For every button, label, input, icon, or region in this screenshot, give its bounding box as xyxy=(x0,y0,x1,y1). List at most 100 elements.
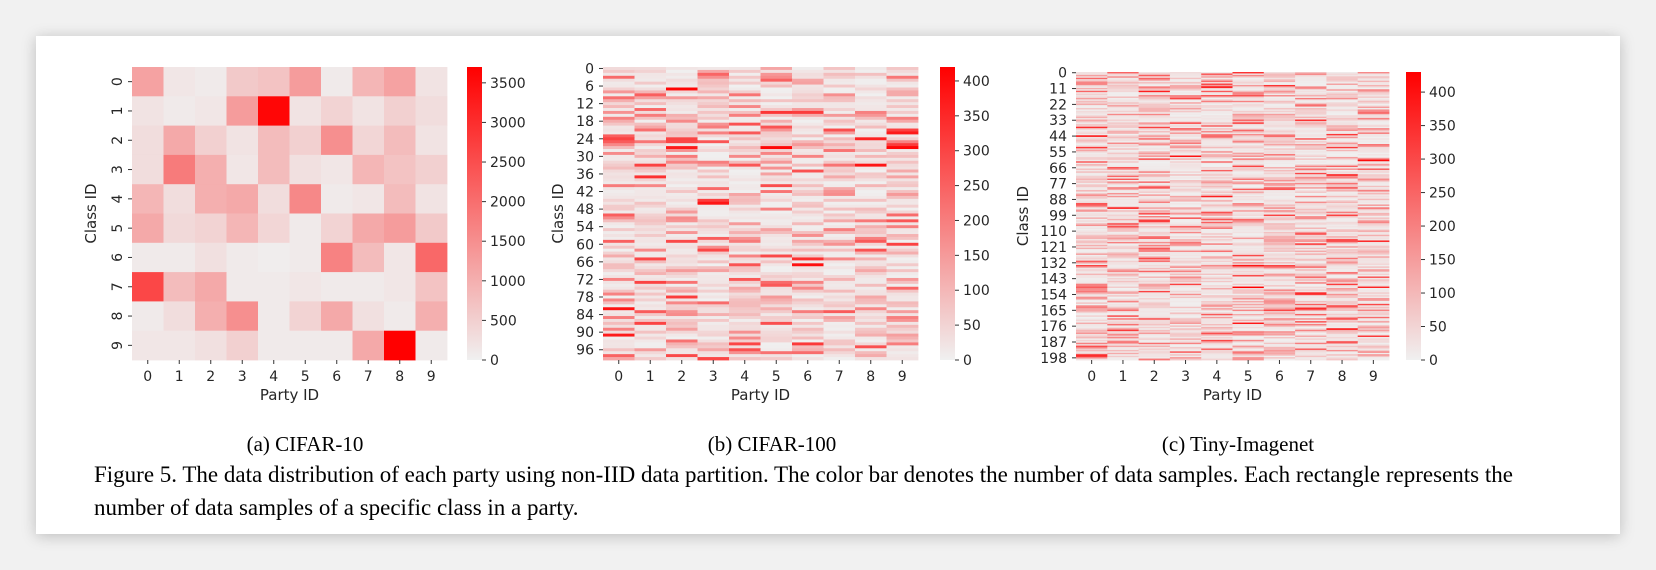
heatmap-cell xyxy=(1107,308,1139,310)
heatmap-cell xyxy=(1263,113,1296,116)
heatmap-cell xyxy=(1169,305,1202,308)
heatmap-cell xyxy=(1295,354,1327,357)
heatmap-cell xyxy=(1295,332,1327,335)
heatmap-cell xyxy=(1076,139,1108,142)
heatmap-cell xyxy=(1263,239,1296,241)
heatmap-cell xyxy=(1201,322,1233,325)
heatmap-cell xyxy=(1138,194,1171,197)
heatmap-cell xyxy=(760,295,793,299)
heatmap-cell xyxy=(1357,198,1390,201)
heatmap-cell xyxy=(1326,162,1359,165)
heatmap-cell xyxy=(1295,74,1327,77)
heatmap-cell xyxy=(666,289,698,294)
heatmap-cell xyxy=(1295,145,1327,148)
heatmap-cell xyxy=(603,102,635,106)
heatmap-cell xyxy=(1107,303,1139,306)
heatmap-cell xyxy=(729,248,761,252)
heatmap-cell xyxy=(1232,122,1265,125)
heatmap-cell xyxy=(321,96,353,126)
heatmap-cell xyxy=(1295,244,1327,247)
heatmap-cell xyxy=(1138,184,1171,187)
heatmap-cell xyxy=(1076,165,1108,168)
heatmap-cell xyxy=(823,239,856,244)
heatmap-cell xyxy=(1169,195,1202,198)
heatmap-cell xyxy=(1138,328,1171,331)
heatmap-cell xyxy=(697,236,730,241)
heatmap-cell xyxy=(603,69,635,74)
heatmap-cell xyxy=(1107,195,1139,198)
heatmap-cell xyxy=(1107,139,1139,142)
heatmap-cell xyxy=(1107,83,1139,86)
heatmap-cell xyxy=(1263,184,1296,187)
heatmap-cell xyxy=(1076,141,1108,143)
heatmap-cell xyxy=(886,102,919,106)
heatmap-cell xyxy=(634,90,667,94)
heatmap-cell xyxy=(823,78,856,83)
heatmap-cell xyxy=(1357,249,1390,251)
heatmap-cell xyxy=(1107,275,1139,277)
heatmap-cell xyxy=(1169,254,1202,257)
y-tick-label: 12 xyxy=(576,97,594,113)
heatmap-cell xyxy=(603,187,635,191)
heatmap-cell xyxy=(1263,131,1296,133)
heatmap-cell xyxy=(1357,244,1390,247)
heatmap-cell xyxy=(258,272,290,302)
heatmap-cell xyxy=(1076,100,1108,103)
heatmap-cell xyxy=(1107,227,1139,230)
heatmap-cell xyxy=(1169,264,1202,267)
heatmap-cell xyxy=(1232,184,1265,187)
heatmap-cell xyxy=(1357,252,1390,254)
heatmap-cell xyxy=(823,184,856,188)
heatmap-cell xyxy=(1169,296,1202,299)
heatmap-cell xyxy=(1201,74,1233,77)
heatmap-cell xyxy=(1263,260,1296,263)
heatmap-cell xyxy=(1232,142,1265,145)
heatmap-cell xyxy=(1263,154,1296,156)
heatmap-cell xyxy=(1169,216,1202,218)
heatmap-cell xyxy=(1326,289,1359,292)
heatmap-cell xyxy=(415,242,448,273)
heatmap-cell xyxy=(1107,194,1139,197)
heatmap-cell xyxy=(1201,288,1233,290)
y-tick-label: 121 xyxy=(1040,240,1067,256)
heatmap-cell xyxy=(1357,79,1390,82)
heatmap-cell xyxy=(823,222,856,226)
heatmap-cell xyxy=(886,146,919,150)
heatmap-cell xyxy=(855,113,887,118)
heatmap-cell xyxy=(1263,324,1296,326)
heatmap-cell xyxy=(1076,303,1108,306)
heatmap-cell xyxy=(1201,234,1233,237)
heatmap-cell xyxy=(1107,318,1139,321)
heatmap-cell xyxy=(1076,296,1108,299)
heatmap-cell xyxy=(1076,161,1108,164)
heatmap-cell xyxy=(1169,73,1202,76)
heatmap-cell xyxy=(634,175,667,179)
heatmap-cell xyxy=(1263,302,1296,305)
heatmap-cell xyxy=(226,184,259,214)
heatmap-cell xyxy=(792,275,824,279)
heatmap-cell xyxy=(1232,302,1265,305)
heatmap-cell xyxy=(1076,249,1108,251)
heatmap-cell xyxy=(1201,244,1233,247)
heatmap-cell xyxy=(1169,96,1202,99)
heatmap-cell xyxy=(1357,181,1390,184)
y-tick-label: 110 xyxy=(1040,224,1067,240)
heatmap-cell xyxy=(1263,311,1296,313)
heatmap-cell xyxy=(1263,110,1296,113)
heatmap-cell xyxy=(1357,175,1390,178)
heatmap-cell xyxy=(1295,79,1327,82)
heatmap-cell xyxy=(1107,348,1139,351)
heatmap-cell xyxy=(1263,315,1296,318)
heatmap-cell xyxy=(1169,158,1202,161)
heatmap-cell xyxy=(1357,151,1390,154)
heatmap-cell xyxy=(1232,244,1265,247)
heatmap-cell xyxy=(1138,290,1171,293)
heatmap-cell xyxy=(1357,339,1390,342)
heatmap-cell xyxy=(603,119,635,124)
heatmap-cell xyxy=(1263,102,1296,105)
heatmap-cell xyxy=(697,304,730,308)
x-tick-label: 5 xyxy=(1244,369,1253,385)
heatmap-cell xyxy=(1107,92,1139,94)
heatmap-cell xyxy=(1326,316,1359,319)
heatmap-cell xyxy=(697,122,730,126)
